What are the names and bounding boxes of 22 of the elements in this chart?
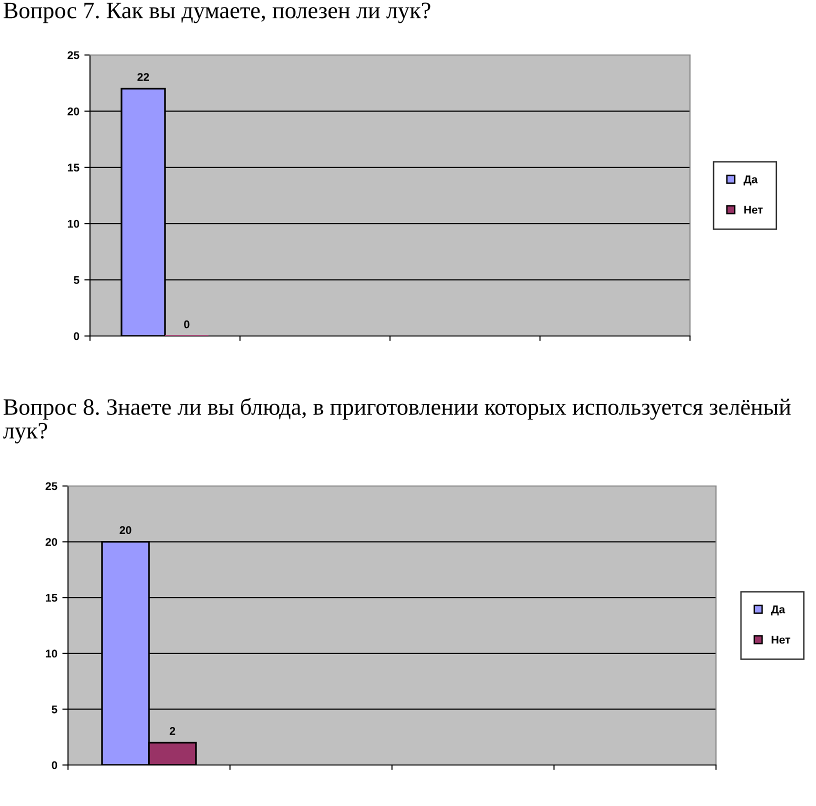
y-tick-label: 15 <box>68 164 80 172</box>
y-tick-label: 0 <box>74 332 80 340</box>
y-tick-label: 20 <box>68 107 80 116</box>
y-tick-label: 0 <box>52 761 58 770</box>
y-tick-label: 10 <box>68 220 80 228</box>
y-tick-label: 15 <box>46 594 58 602</box>
y-tick-label: 25 <box>68 51 80 60</box>
data-label: 22 <box>137 73 149 81</box>
y-tick-label: 25 <box>46 482 58 490</box>
y-tick-label: 5 <box>74 276 80 284</box>
data-label: 0 <box>184 320 190 328</box>
y-tick-label: 5 <box>52 706 58 714</box>
data-label: 2 <box>170 727 176 735</box>
legend-label: Да <box>771 606 786 616</box>
legend-label: Нет <box>772 636 790 644</box>
chart-title: Вопрос 7. Как вы думаете, полезен ли лук? <box>4 2 430 24</box>
data-label: 20 <box>120 526 132 534</box>
chart-title: Вопрос 8. Знаете ли вы блюда, в приготовлении которых используется зелёный лук? <box>3 398 791 444</box>
legend-label: Нет <box>744 206 763 214</box>
y-tick-label: 10 <box>46 650 58 658</box>
y-tick-label: 20 <box>46 538 58 546</box>
legend-label: Да <box>744 176 758 186</box>
